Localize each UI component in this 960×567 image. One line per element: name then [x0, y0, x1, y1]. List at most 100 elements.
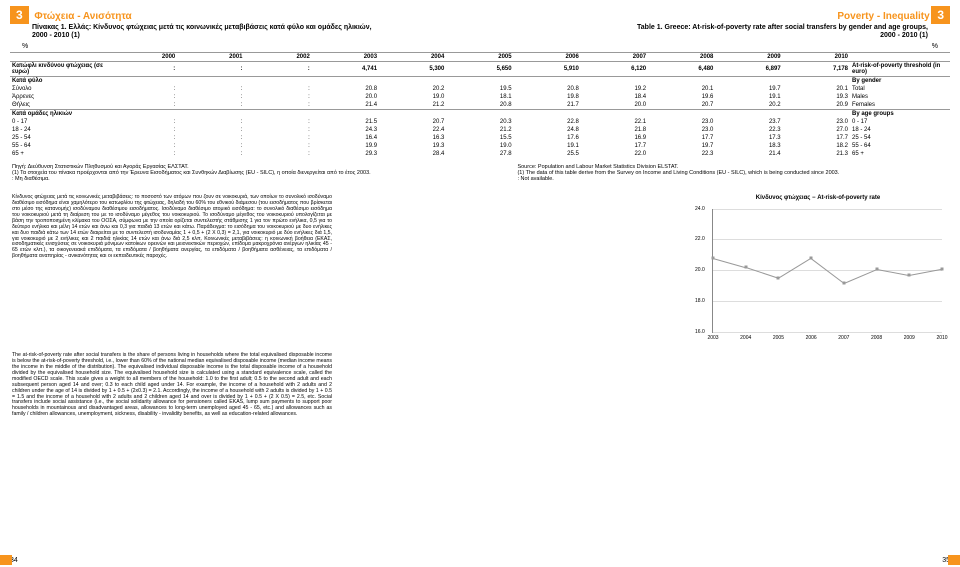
cell: 18.1 — [446, 93, 513, 101]
cell: 19.7 — [715, 85, 782, 93]
x-tick-label: 2009 — [904, 335, 915, 341]
cell — [245, 76, 312, 85]
cell — [581, 76, 648, 85]
block-row: Κίνδυνος φτώχειας μετά τις κοινωνικές με… — [0, 187, 960, 353]
x-tick-label: 2004 — [740, 335, 751, 341]
x-tick-label: 2010 — [936, 335, 947, 341]
cell: 4,741 — [312, 61, 379, 76]
chart: Κίνδυνος φτώχειας − At-risk-of-poverty r… — [688, 195, 948, 345]
row-label-gr: 0 - 17 — [10, 118, 110, 126]
cell: 19.2 — [581, 85, 648, 93]
pct-row: % % — [0, 43, 960, 50]
cell: : — [110, 126, 177, 134]
year-header: 2001 — [177, 52, 244, 61]
eng-def-block: The at-risk-of-poverty rate after social… — [12, 353, 332, 419]
cell: 5,300 — [379, 61, 446, 76]
cell — [648, 76, 715, 85]
cell: 20.7 — [648, 101, 715, 110]
caption-gr: Πίνακας 1. Ελλάς: Κίνδυνος φτώχειας μετά… — [32, 24, 372, 31]
row-label-en: At-risk-of-poverty threshold (in euro) — [850, 61, 950, 76]
x-tick-label: 2008 — [871, 335, 882, 341]
table-caption-en: Table 1. Greece: At-risk-of-poverty rate… — [637, 24, 928, 41]
cell: : — [245, 101, 312, 110]
cell: 22.4 — [379, 126, 446, 134]
cell: 20.0 — [312, 93, 379, 101]
row-label-en: Females — [850, 101, 950, 110]
src-gr: Πηγή: Διεύθυνση Στατιστικών Πληθυσμού κα… — [12, 164, 443, 183]
cell: 20.1 — [783, 85, 850, 93]
cell: : — [110, 101, 177, 110]
pct-right: % — [932, 43, 938, 50]
section-num-right: 3 — [931, 6, 950, 24]
row-label-en: 0 - 17 — [850, 118, 950, 126]
cell — [446, 76, 513, 85]
gridline — [713, 301, 942, 302]
page: 3 Φτώχεια - Ανισότητα Πίνακας 1. Ελλάς: … — [0, 0, 960, 567]
row-label-gr: 18 - 24 — [10, 126, 110, 134]
cell: : — [245, 142, 312, 150]
gridline — [713, 239, 942, 240]
cell: 18.4 — [581, 93, 648, 101]
year-header: 2010 — [783, 52, 850, 61]
row-label-en: Total — [850, 85, 950, 93]
cell: : — [110, 61, 177, 76]
table-row: 55 - 64:::19.919.319.019.117.719.718.318… — [10, 142, 950, 150]
year-header: 2009 — [715, 52, 782, 61]
title-greek: Φτώχεια - Ανισότητα — [34, 11, 131, 22]
cell: : — [245, 61, 312, 76]
year-header: 2003 — [312, 52, 379, 61]
cell — [110, 76, 177, 85]
y-tick-label: 20.0 — [695, 267, 705, 273]
cell: : — [245, 85, 312, 93]
caption-en: Table 1. Greece: At-risk-of-poverty rate… — [637, 24, 928, 31]
year-header: 2002 — [245, 52, 312, 61]
y-tick-label: 16.0 — [695, 329, 705, 335]
block-row-2: The at-risk-of-poverty rate after social… — [0, 353, 960, 427]
cell: : — [245, 134, 312, 142]
year-header: 2008 — [648, 52, 715, 61]
header: 3 Φτώχεια - Ανισότητα Πίνακας 1. Ελλάς: … — [0, 0, 960, 43]
row-label-gr: Σύνολο — [10, 85, 110, 93]
gridline — [713, 209, 942, 210]
cell: 21.4 — [715, 150, 782, 158]
cell: : — [177, 134, 244, 142]
cell: : — [245, 150, 312, 158]
cell: 24.3 — [312, 126, 379, 134]
table-row: Άρρενες:::20.019.018.119.818.419.619.119… — [10, 93, 950, 101]
row-label-gr: 55 - 64 — [10, 142, 110, 150]
table-row: Σύνολο:::20.820.219.520.819.220.119.720.… — [10, 85, 950, 93]
header-right: Poverty - Inequality 3 Table 1. Greece: … — [615, 6, 950, 41]
cell: : — [110, 150, 177, 158]
cell: 20.2 — [715, 101, 782, 110]
row-label-gr: Κατώφλι κινδύνου φτώχειας (σε ευρώ) — [10, 61, 110, 76]
cell: 17.6 — [514, 134, 581, 142]
cell: 19.0 — [446, 142, 513, 150]
row-label-en: By gender — [850, 76, 950, 85]
cell: 19.9 — [312, 142, 379, 150]
data-table: 2000200120022003200420052006200720082009… — [10, 52, 950, 158]
cell: 16.4 — [312, 134, 379, 142]
cell: 23.0 — [648, 118, 715, 126]
row-label-gr: Κατά ομάδες ηλικιών — [10, 109, 110, 118]
y-tick-label: 24.0 — [695, 206, 705, 212]
chart-segment — [746, 267, 779, 278]
chart-segment — [713, 258, 746, 268]
cell: 20.1 — [648, 85, 715, 93]
cell: 16.9 — [581, 134, 648, 142]
year-header: 2006 — [514, 52, 581, 61]
table-row: Κατώφλι κινδύνου φτώχειας (σε ευρώ):::4,… — [10, 61, 950, 76]
cell: : — [177, 142, 244, 150]
cell: 21.2 — [446, 126, 513, 134]
year-header: 2005 — [446, 52, 513, 61]
cell: : — [177, 93, 244, 101]
cell: 19.5 — [446, 85, 513, 93]
cell: 5,910 — [514, 61, 581, 76]
cell: 21.2 — [379, 101, 446, 110]
cell — [177, 109, 244, 118]
cell — [110, 109, 177, 118]
cell: : — [177, 85, 244, 93]
cell — [783, 109, 850, 118]
cell: 21.8 — [581, 126, 648, 134]
cell: 27.0 — [783, 126, 850, 134]
cell: : — [110, 118, 177, 126]
